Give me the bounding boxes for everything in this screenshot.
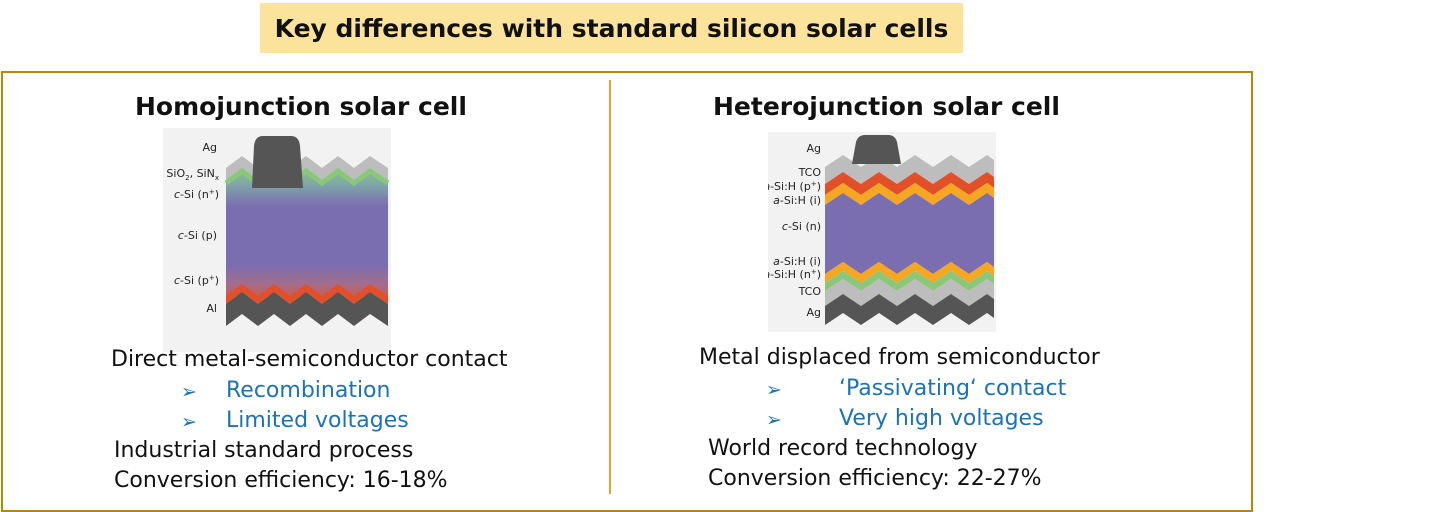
hetero-c-si-bulk-layer	[825, 193, 994, 274]
page-title: Key differences with standard silicon so…	[274, 13, 949, 43]
homo-aluminium-layer	[226, 292, 388, 326]
homojunction-heading: Homojunction solar cell	[135, 92, 467, 121]
hetero-note-efficiency: Conversion efficiency: 22-27%	[708, 466, 1042, 491]
hetero-description: Metal displaced from semiconductor	[699, 345, 1100, 370]
hetero-a-si-i-bottom-layer	[825, 262, 994, 283]
hetero-note-record: World record technology	[708, 436, 978, 461]
hetero-bullet-voltages: Very high voltages	[839, 406, 1044, 431]
label-sio2-sinx: SiO2, SiNx	[166, 167, 219, 182]
homo-note-efficiency: Conversion efficiency: 16-18%	[114, 468, 448, 493]
title-box: Key differences with standard silicon so…	[260, 3, 963, 53]
hetero-silver-back-layer	[825, 294, 994, 325]
hetero-a-si-n-plus-layer	[825, 271, 994, 291]
homo-silver-finger	[252, 136, 303, 188]
heterojunction-heading: Heterojunction solar cell	[713, 92, 1060, 121]
label-a-si-n-plus: a-Si:H (n+)	[768, 268, 821, 281]
label-c-si-n: c-Si (n)	[782, 220, 821, 233]
homo-bullet-voltages: Limited voltages	[226, 408, 409, 433]
bullet-arrow-icon: ➢	[766, 379, 782, 401]
label-al: Al	[206, 302, 217, 315]
label-a-si-i-bottom: a-Si:H (i)	[773, 255, 821, 268]
label-a-si-p-plus: a-Si:H (p+)	[768, 180, 821, 193]
homo-bullet-recombination: Recombination	[226, 378, 391, 403]
homo-note-process: Industrial standard process	[114, 438, 414, 463]
label-tco-bottom: TCO	[798, 285, 822, 298]
label-csi-n-plus: c-Si (n+)	[174, 188, 219, 201]
label-tco-top: TCO	[798, 166, 822, 179]
homo-description: Direct metal-semiconductor contact	[111, 347, 508, 372]
hetero-a-si-i-top-layer	[825, 183, 994, 205]
bullet-arrow-icon: ➢	[181, 411, 197, 433]
homo-bulk-layer	[226, 168, 388, 304]
hetero-silver-finger	[852, 135, 901, 164]
panel-divider	[609, 80, 611, 494]
hetero-bullet-passivating: ‘Passivating‘ contact	[839, 376, 1067, 401]
hetero-a-si-p-plus-layer	[825, 172, 994, 195]
label-ag-top: Ag	[806, 142, 821, 155]
bullet-arrow-icon: ➢	[181, 381, 197, 403]
label-a-si-i-top: a-Si:H (i)	[773, 194, 821, 207]
hetero-tco-top-layer	[825, 155, 994, 184]
label-ag: Ag	[202, 141, 217, 154]
label-csi-p: c-Si (p)	[178, 229, 217, 242]
label-ag-bottom: Ag	[806, 306, 821, 319]
homojunction-cell-diagram: Ag SiO2, SiNx c-Si (n+) c-Si (p) c-Si (p…	[163, 128, 391, 352]
bullet-arrow-icon: ➢	[766, 409, 782, 431]
heterojunction-cell-diagram: Ag TCO a-Si:H (p+) a-Si:H (i) c-Si (n) a…	[768, 132, 996, 332]
label-csi-p-plus: c-Si (p+)	[174, 274, 219, 287]
hetero-tco-bottom-layer	[825, 279, 994, 306]
homo-p-plus-layer	[226, 284, 388, 304]
comparison-frame	[1, 71, 1253, 512]
